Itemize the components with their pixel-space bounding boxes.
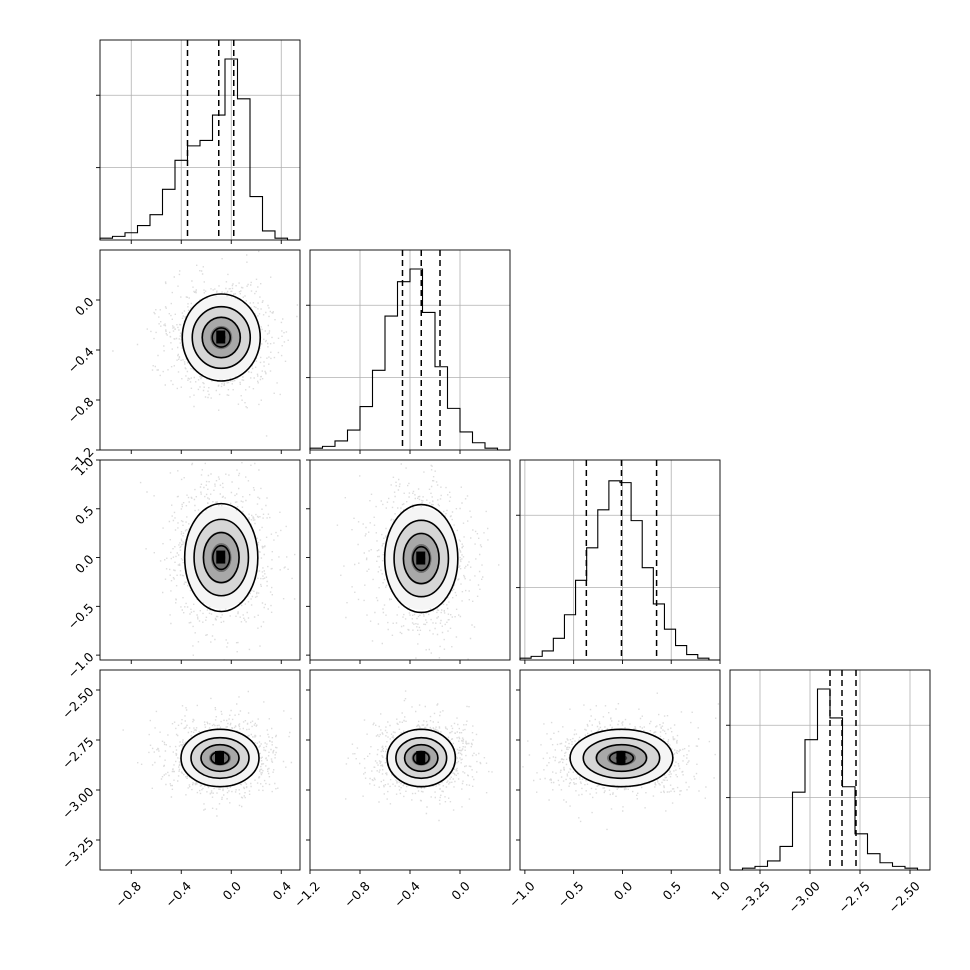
y-tick-label: 0.0 [72, 552, 97, 577]
x-tick-label: −0.5 [554, 878, 586, 910]
density-contour [403, 743, 439, 773]
x-tick-label: 0.0 [219, 878, 244, 903]
x-tick-label: −3.25 [735, 878, 773, 916]
x-tick-label: −1.0 [506, 878, 538, 910]
density-contour [412, 545, 431, 572]
density-contour [183, 502, 259, 613]
x-tick-label: −0.8 [341, 878, 373, 910]
histogram-panel [99, 40, 300, 241]
density-contour [595, 743, 648, 773]
x-tick-label: 1.0 [708, 878, 733, 903]
x-tick-label: 0.0 [448, 878, 473, 903]
x-tick-label: −3.00 [785, 878, 823, 916]
density-contour [383, 503, 459, 614]
y-tick-label: −3.25 [59, 834, 97, 872]
histogram-panel [309, 250, 510, 451]
density-panel [522, 692, 720, 831]
histogram-frame [519, 459, 721, 661]
density-peak [416, 751, 426, 764]
density-peak [216, 330, 226, 344]
histogram-panel [730, 670, 930, 871]
density-contour [201, 316, 242, 359]
x-tick-label: 0.0 [611, 878, 636, 903]
density-peak [616, 751, 626, 764]
y-tick-label: −1.0 [65, 649, 97, 681]
density-contour [181, 293, 262, 382]
x-tick-label: −1.2 [291, 878, 323, 910]
histogram-frame [729, 669, 931, 871]
y-tick-label: 0.5 [72, 503, 97, 528]
density-panel [122, 690, 300, 817]
density-contour [202, 531, 240, 584]
density-panel [139, 462, 296, 660]
density-peak [215, 751, 224, 764]
x-tick-label: −2.50 [885, 878, 923, 916]
density-contour [393, 519, 450, 598]
density-contour [386, 728, 457, 788]
density-contour [191, 305, 252, 370]
density-contour [582, 736, 661, 780]
histogram-steps [519, 480, 720, 661]
density-panel [112, 250, 300, 437]
y-tick-label: −2.75 [59, 734, 97, 772]
histogram-steps [309, 268, 510, 451]
x-tick-label: 0.5 [659, 878, 684, 903]
y-tick-label: −3.00 [59, 784, 97, 822]
density-peak [216, 550, 226, 564]
histogram-steps [99, 58, 300, 241]
y-tick-label: −0.4 [65, 344, 97, 376]
y-tick-label: −0.8 [65, 394, 97, 426]
histogram-frame [99, 39, 301, 241]
x-tick-label: −0.4 [162, 878, 194, 910]
histogram-panel [519, 460, 720, 661]
density-panel [345, 690, 493, 822]
y-tick-label: −0.5 [65, 600, 97, 632]
density-contour [193, 518, 250, 597]
density-frame [519, 669, 721, 871]
density-peak [416, 551, 426, 565]
density-contour [190, 736, 250, 780]
density-frame [99, 459, 301, 661]
density-contour [212, 544, 231, 571]
density-contour [211, 327, 232, 348]
density-contour [402, 532, 440, 585]
density-contour [569, 728, 674, 788]
density-contour [180, 728, 260, 788]
y-tick-label: −2.50 [59, 684, 97, 722]
y-tick-label: 0.0 [72, 294, 97, 319]
x-tick-label: −0.4 [391, 878, 423, 910]
density-contour [395, 736, 448, 780]
density-contour [200, 743, 240, 773]
x-tick-label: −0.8 [112, 878, 144, 910]
density-panel [336, 460, 500, 660]
density-frame [99, 669, 301, 871]
x-tick-label: −2.75 [835, 878, 873, 916]
